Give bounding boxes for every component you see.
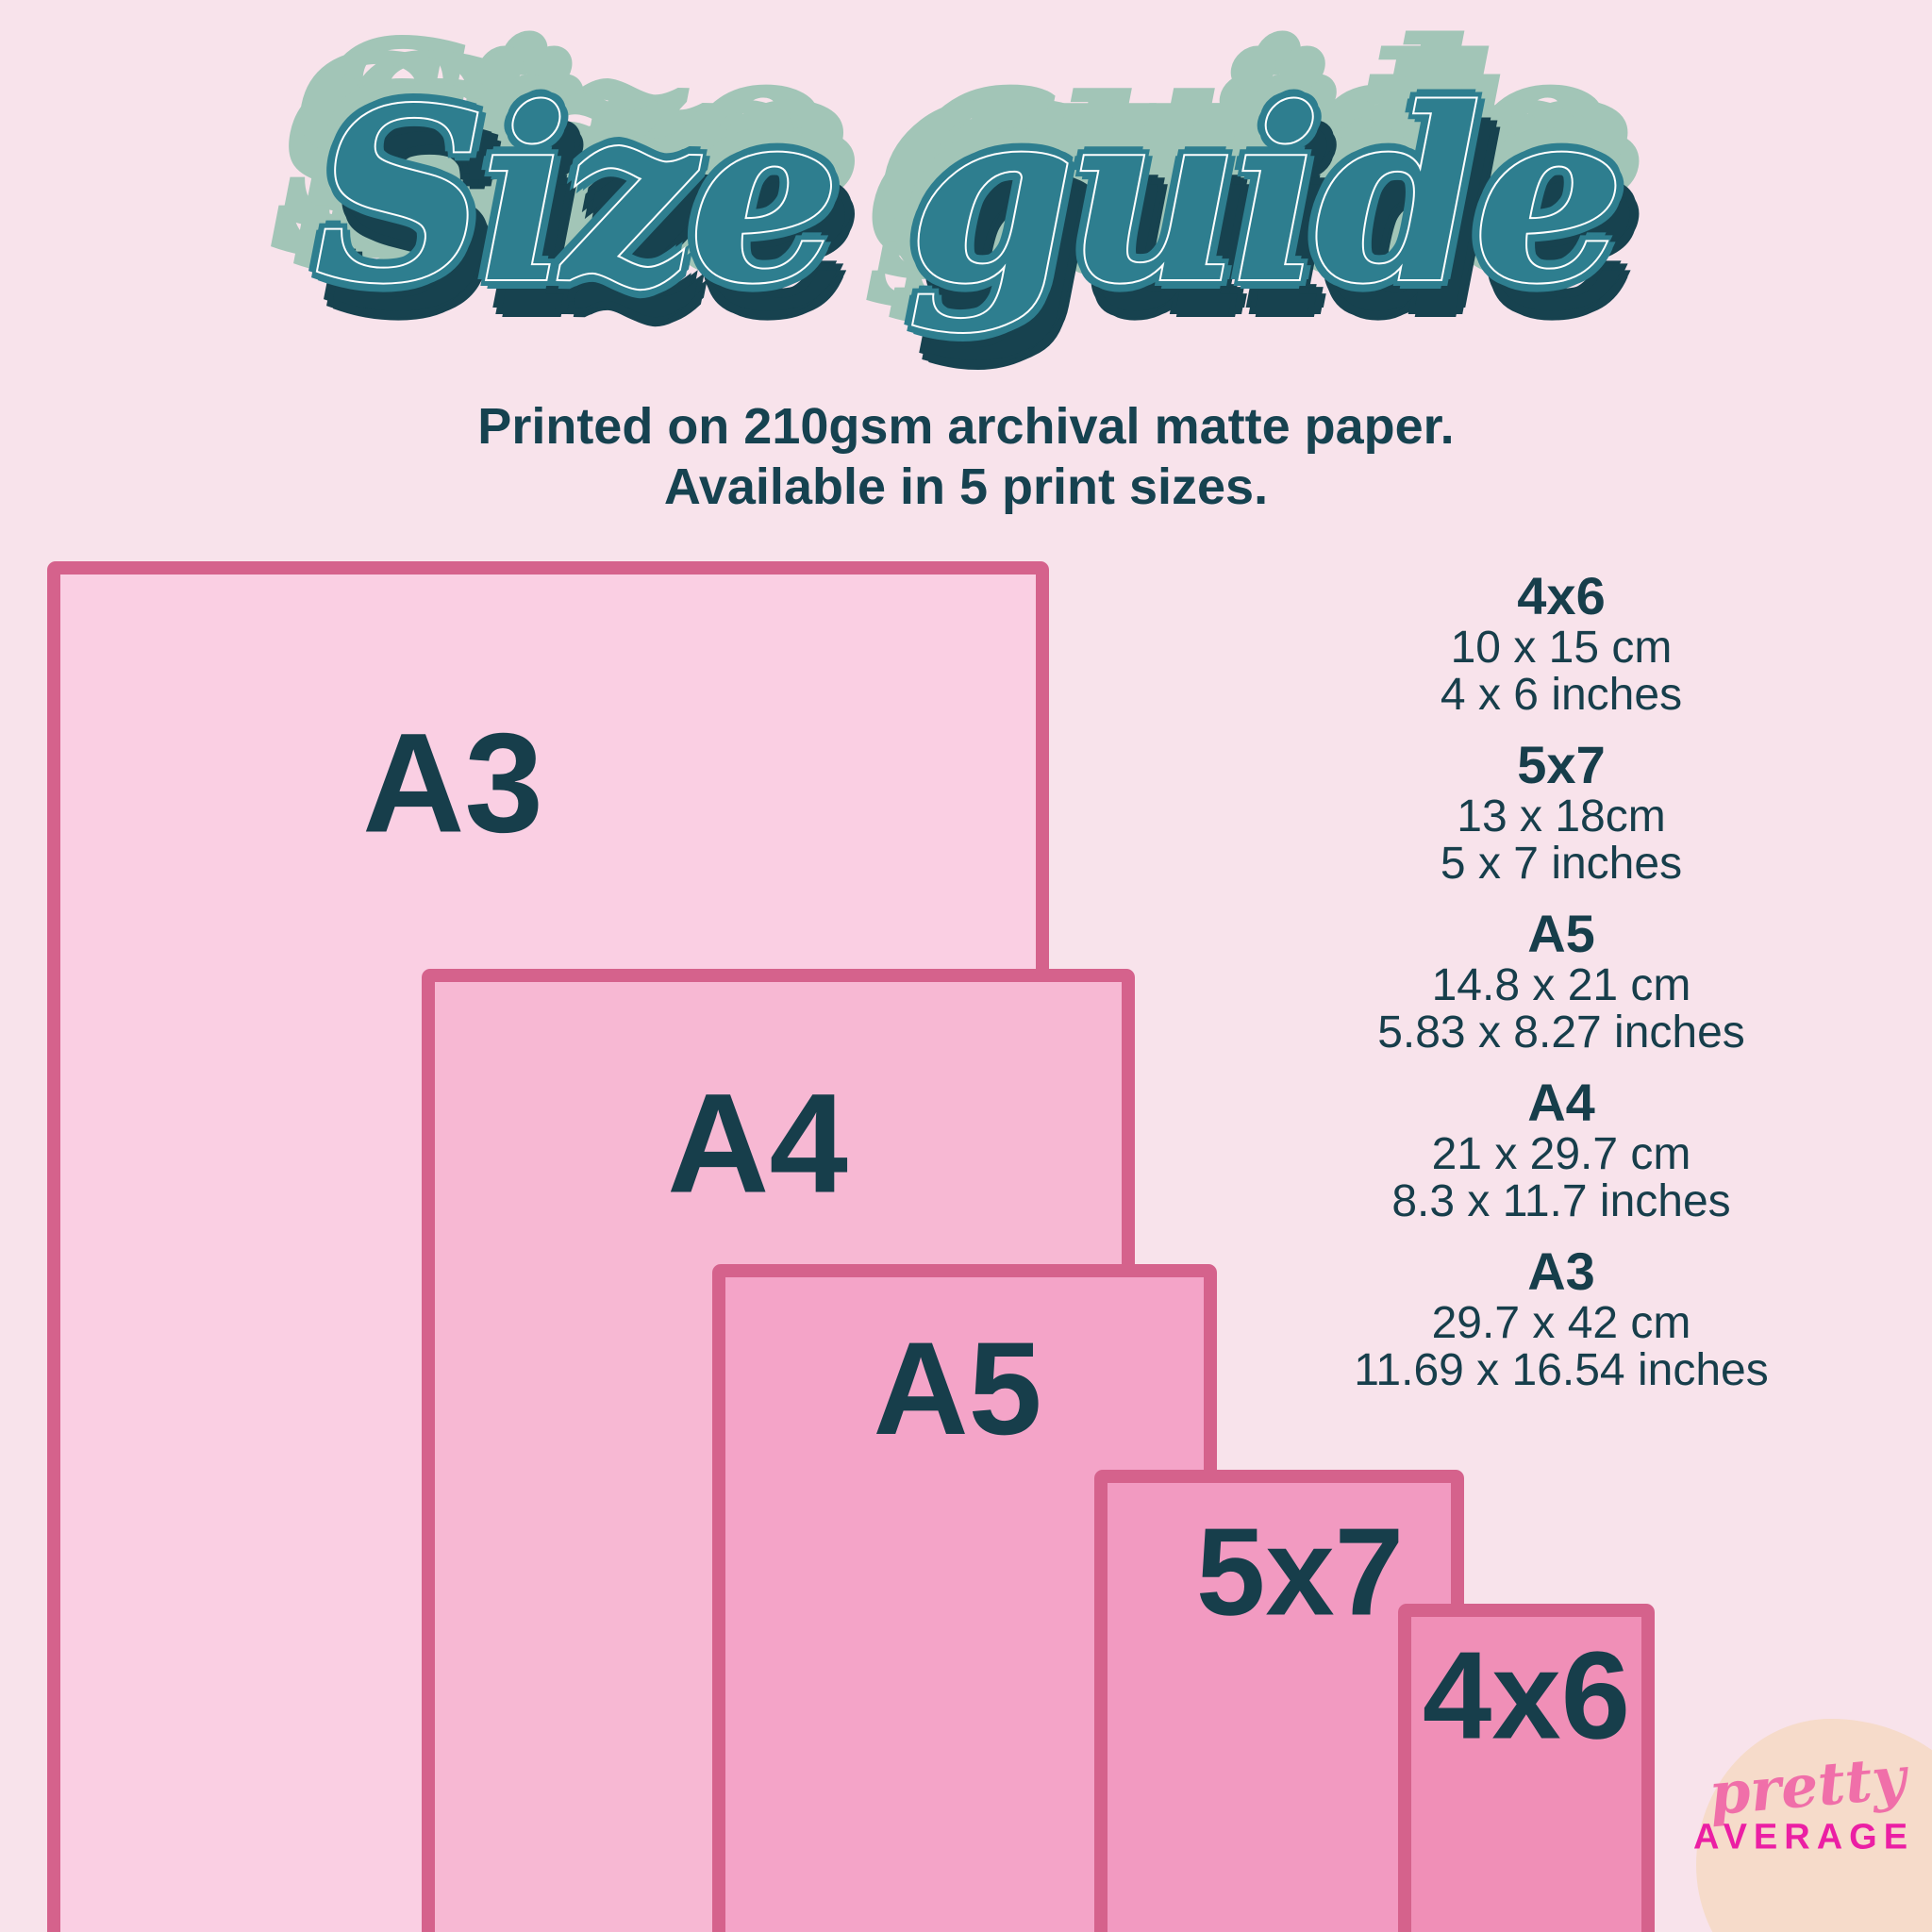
size-entry-inches: 5.83 x 8.27 inches [1377,1008,1745,1058]
title-text: Size guide [314,57,1625,336]
size-entry-title: 5x7 [1517,735,1606,794]
size-entry-title: A3 [1527,1241,1595,1301]
size-entry-inches: 4 x 6 inches [1440,670,1683,720]
size-entry-cm: 13 x 18cm [1457,791,1666,841]
size-entry-inches: 5 x 7 inches [1440,839,1683,889]
brand-logo-caps-text: AVERAGE [1692,1817,1915,1857]
paper-rect-4x6 [1398,1604,1655,1932]
size-entry-cm: 21 x 29.7 cm [1431,1129,1691,1179]
subtitle-line-2: Available in 5 print sizes. [663,458,1269,515]
paper-label-a4: A4 [667,1063,848,1223]
size-entry-4x6: 4x6 10 x 15 cm 4 x 6 inches [1222,568,1901,719]
size-entry-title: A4 [1527,1073,1595,1132]
size-entry-5x7: 5x7 13 x 18cm 5 x 7 inches [1222,737,1901,888]
paper-label-4x6: 4x6 [1422,1625,1631,1765]
size-entry-inches: 8.3 x 11.7 inches [1391,1176,1731,1226]
subtitle: Printed on 210gsm archival matte paper. … [0,396,1932,517]
size-entry-cm: 14.8 x 21 cm [1431,960,1691,1010]
title-teal-outline: Size guide [314,57,1625,336]
paper-label-a3: A3 [362,703,543,862]
subtitle-line-1: Printed on 210gsm archival matte paper. [477,398,1455,455]
size-entry-a3: A3 29.7 x 42 cm 11.69 x 16.54 inches [1222,1243,1901,1394]
size-dimension-list: 4x6 10 x 15 cm 4 x 6 inches 5x7 13 x 18c… [1222,568,1901,1412]
size-entry-title: A5 [1527,904,1595,963]
size-entry-a5: A5 14.8 x 21 cm 5.83 x 8.27 inches [1222,906,1901,1057]
paper-label-a5: A5 [873,1314,1042,1462]
size-entry-cm: 29.7 x 42 cm [1431,1298,1691,1348]
size-entry-a4: A4 21 x 29.7 cm 8.3 x 11.7 inches [1222,1074,1901,1225]
size-entry-inches: 11.69 x 16.54 inches [1354,1345,1769,1395]
title-white-inline: Size guide [313,55,1627,338]
title-navy-shadow: Size guide [329,85,1641,364]
size-entry-cm: 10 x 15 cm [1450,623,1673,673]
title-sage-backdrop: Size guide [303,32,1614,311]
page-title: Size guide Size guide Size guide Size gu… [117,17,1815,413]
paper-label-5x7: 5x7 [1195,1502,1405,1641]
size-entry-title: 4x6 [1517,566,1606,625]
